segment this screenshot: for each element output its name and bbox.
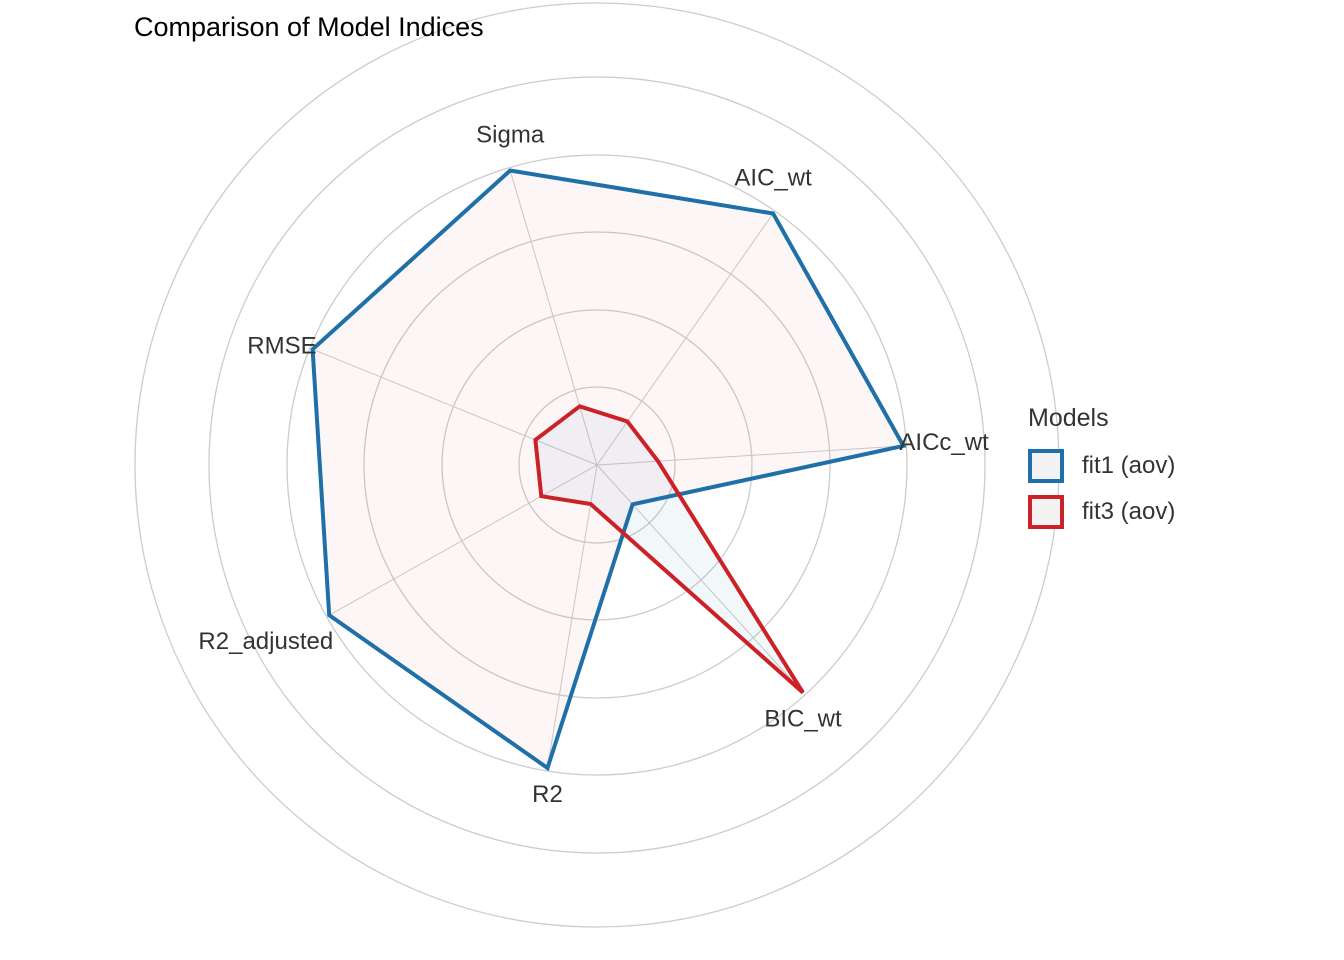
spoke-aicc_wt — [596, 445, 904, 466]
series-line-2 — [533, 404, 805, 695]
axis-label-r2: R2 — [532, 781, 563, 808]
series-line-1 — [310, 168, 907, 772]
axis-label-aic-wt: AIC_wt — [734, 165, 812, 192]
series-lines — [310, 168, 907, 772]
legend-title: Models — [1028, 404, 1109, 432]
legend-label-fit1: fit1 (aov) — [1082, 452, 1176, 479]
series-fills — [312, 170, 904, 768]
legend-label-fit3: fit3 (aov) — [1082, 498, 1176, 525]
series-fill-2 — [535, 406, 803, 693]
chart-title: Comparison of Model Indices — [134, 12, 484, 42]
axis-label-sigma: Sigma — [476, 122, 545, 149]
grid-ring-3 — [363, 231, 831, 699]
grid-ring-5 — [208, 76, 986, 854]
axis-label-bic-wt: BIC_wt — [764, 706, 842, 733]
legend-key-fit1 — [1028, 449, 1064, 483]
spoke-sigma — [509, 170, 598, 466]
axis-label-aicc-wt: AICc_wt — [899, 429, 989, 456]
spoke-r2_adjusted — [328, 464, 598, 616]
grid-ring-4 — [286, 154, 908, 776]
axis-labels: AIC_wt AICc_wt BIC_wt R2 R2_adjusted RMSE Sigm… — [198, 122, 989, 809]
legend-key-fit3 — [1028, 495, 1064, 529]
legend: Models fit1 (aov) fit3 (aov) — [1028, 404, 1175, 535]
axis-label-r2-adjusted: R2_adjusted — [198, 628, 333, 655]
axis-label-rmse: RMSE — [247, 332, 316, 359]
spoke-r2 — [546, 464, 598, 769]
grid-ring-1 — [518, 386, 676, 544]
series-fill-1 — [312, 170, 904, 768]
legend-item-fit3: fit3 (aov) — [1028, 489, 1175, 535]
spoke-rmse — [312, 348, 598, 466]
legend-item-fit1: fit1 (aov) — [1028, 443, 1175, 489]
